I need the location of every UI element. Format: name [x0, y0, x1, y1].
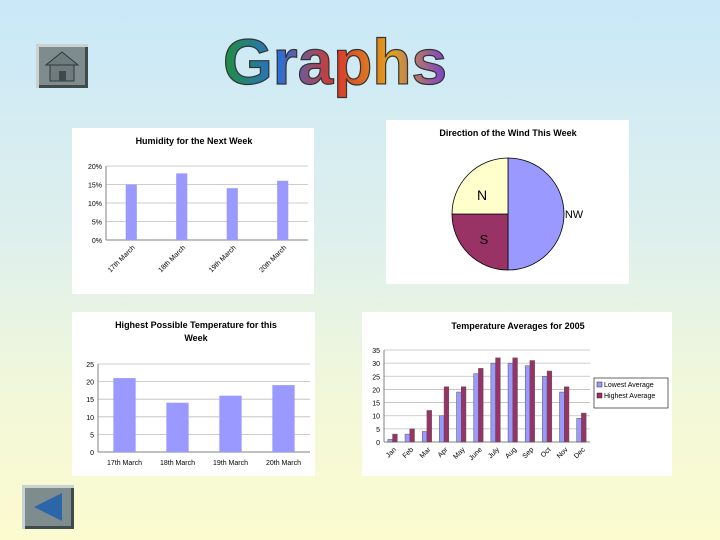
legend-box — [593, 377, 669, 409]
bar — [507, 362, 513, 443]
bar — [439, 415, 445, 443]
bar — [564, 386, 570, 443]
y-tick-label: 25 — [86, 362, 94, 369]
y-tick-label: 20 — [86, 380, 94, 387]
pie-label: S — [480, 232, 489, 247]
chart-title: Direction of the Wind This Week — [439, 128, 577, 138]
bar — [443, 386, 450, 443]
x-tick-label: 18th March — [157, 244, 187, 274]
bar — [576, 418, 582, 443]
bar — [559, 391, 565, 443]
bar — [495, 357, 501, 443]
x-tick-label: 18th March — [160, 460, 195, 467]
x-tick-label: 17th March — [107, 244, 137, 274]
left-triangle-icon — [34, 493, 62, 521]
home-button[interactable] — [36, 44, 88, 88]
chart-title: Humidity for the Next Week — [136, 136, 254, 146]
bar — [226, 188, 238, 240]
y-tick-label: 10 — [86, 415, 94, 422]
bar — [125, 184, 137, 240]
pie-label: N — [477, 187, 487, 203]
bar — [529, 360, 535, 443]
y-tick-label: 0% — [92, 238, 102, 245]
x-tick-label: 19th March — [213, 460, 248, 467]
x-tick-label: Nov — [556, 446, 570, 460]
bar — [277, 180, 289, 240]
plot-area — [384, 350, 590, 442]
bar — [456, 391, 462, 443]
legend-label: Lowest Average — [604, 382, 654, 389]
temperature-averages-chart: Temperature Averages for 2005 0 5 10 15 20 25 3… — [372, 321, 669, 462]
bar — [426, 410, 432, 443]
back-button[interactable] — [22, 485, 74, 529]
bar — [542, 376, 548, 443]
y-tick-label: 35 — [372, 348, 380, 355]
chart-title: Week — [184, 333, 208, 343]
legend-swatch — [596, 381, 603, 388]
legend-swatch — [596, 392, 603, 399]
x-tick-label: 20th March — [258, 244, 288, 274]
pie-slice — [507, 157, 565, 271]
bar — [478, 368, 484, 443]
bar — [581, 412, 587, 443]
x-tick-label: May — [452, 446, 467, 461]
y-tick-label: 15 — [86, 397, 94, 404]
page-title: Graphs — [222, 25, 447, 98]
y-tick-label: 0 — [376, 440, 380, 447]
y-tick-label: 15% — [88, 183, 102, 190]
pie-slice — [451, 213, 509, 271]
x-tick-label: Dec — [573, 446, 587, 460]
svg-text:Graphs: Graphs — [223, 26, 447, 98]
bar — [490, 362, 496, 443]
bar — [512, 357, 518, 443]
y-tick-label: 25 — [372, 374, 380, 381]
bar — [166, 402, 189, 452]
bar — [546, 370, 553, 443]
legend-label: Highest Average — [604, 393, 655, 400]
y-tick-label: 0 — [90, 450, 94, 457]
x-tick-label: Feb — [402, 446, 416, 460]
bar — [219, 395, 242, 452]
y-tick-label: 20% — [88, 164, 102, 171]
bar — [461, 386, 467, 443]
bar — [409, 428, 415, 443]
house-icon — [44, 51, 80, 82]
y-tick-label: 10 — [372, 414, 380, 421]
bar — [392, 433, 398, 443]
bar — [272, 385, 295, 452]
humidity-chart: Humidity for the Next Week 0% 5% 10% 15% 20% 1… — [88, 136, 308, 274]
y-tick-label: 15 — [372, 401, 380, 408]
bar — [404, 433, 411, 443]
pie-slice — [451, 157, 509, 215]
bar — [387, 439, 393, 443]
chart-title: Highest Possible Temperature for this — [115, 320, 277, 330]
y-tick-label: 10% — [88, 201, 102, 208]
wind-direction-chart: Direction of the Wind This Week NW S N — [439, 128, 584, 271]
bar — [113, 378, 136, 452]
x-tick-label: Sep — [522, 446, 536, 460]
x-tick-label: 17th March — [107, 460, 142, 467]
bar — [176, 173, 188, 240]
x-tick-label: Jan — [385, 446, 398, 459]
x-tick-label: Mar — [419, 446, 433, 460]
x-tick-label: July — [487, 446, 501, 460]
x-tick-label: June — [468, 446, 484, 462]
chart-title: Temperature Averages for 2005 — [451, 321, 584, 331]
x-tick-label: Aug — [504, 446, 518, 460]
bar — [421, 431, 428, 443]
bar — [524, 365, 531, 443]
y-tick-label: 5 — [376, 427, 380, 434]
x-tick-label: Apr — [437, 446, 450, 459]
y-tick-label: 20 — [372, 387, 380, 394]
y-tick-label: 5% — [92, 220, 102, 227]
x-tick-label: 19th March — [208, 244, 238, 274]
highest-temperature-chart: Highest Possible Temperature for this Wee… — [86, 320, 310, 467]
y-tick-label: 30 — [372, 361, 380, 368]
pie-label: NW — [565, 209, 584, 221]
x-tick-label: Oct — [540, 446, 553, 459]
x-tick-label: 20th March — [266, 460, 301, 467]
y-tick-label: 5 — [90, 432, 94, 439]
bar — [473, 373, 479, 443]
